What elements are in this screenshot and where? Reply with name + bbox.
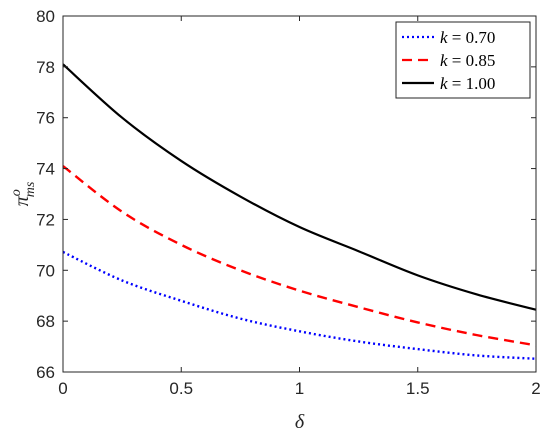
x-tick-label: 0.5 xyxy=(169,379,193,398)
y-tick-label: 76 xyxy=(36,109,55,128)
legend-variable: k xyxy=(440,51,448,70)
x-axis-label: δ xyxy=(295,411,305,433)
legend-variable: k xyxy=(440,74,448,93)
series-layer xyxy=(62,63,537,360)
y-tick-label: 78 xyxy=(36,58,55,77)
legend-value: = 1.00 xyxy=(448,74,496,93)
y-tick-label: 68 xyxy=(36,312,55,331)
series-line-1 xyxy=(62,250,537,360)
y-tick-label: 70 xyxy=(36,261,55,280)
legend-label-2: k = 0.85 xyxy=(440,51,495,70)
y-axis-label-superscript: o xyxy=(9,189,24,196)
legend-variable: k xyxy=(440,28,448,47)
x-tick-label: 0 xyxy=(58,379,67,398)
legend-value: = 0.70 xyxy=(448,28,496,47)
legend-label-1: k = 0.70 xyxy=(440,28,495,47)
x-tick-label: 2 xyxy=(531,379,540,398)
x-tick-label: 1 xyxy=(295,379,304,398)
legend-label-3: k = 1.00 xyxy=(440,74,495,93)
y-axis-label: πoms xyxy=(9,181,38,206)
y-axis-label-subscript: ms xyxy=(23,181,38,197)
x-tick-label: 1.5 xyxy=(406,379,430,398)
y-tick-label: 66 xyxy=(36,363,55,382)
legend: k = 0.70k = 0.85k = 1.00 xyxy=(395,21,531,99)
legend-value: = 0.85 xyxy=(448,51,496,70)
series-line-2 xyxy=(62,165,537,347)
y-tick-label: 74 xyxy=(36,160,55,179)
series-line-3 xyxy=(62,63,537,311)
axes-layer: 0 0.5 1 1.5 2 66 68 70 72 74 76 78 80 xyxy=(36,7,541,398)
y-tick-label: 80 xyxy=(36,7,55,26)
y-axis-label-base: π xyxy=(11,195,33,206)
y-tick-label: 72 xyxy=(36,210,55,229)
